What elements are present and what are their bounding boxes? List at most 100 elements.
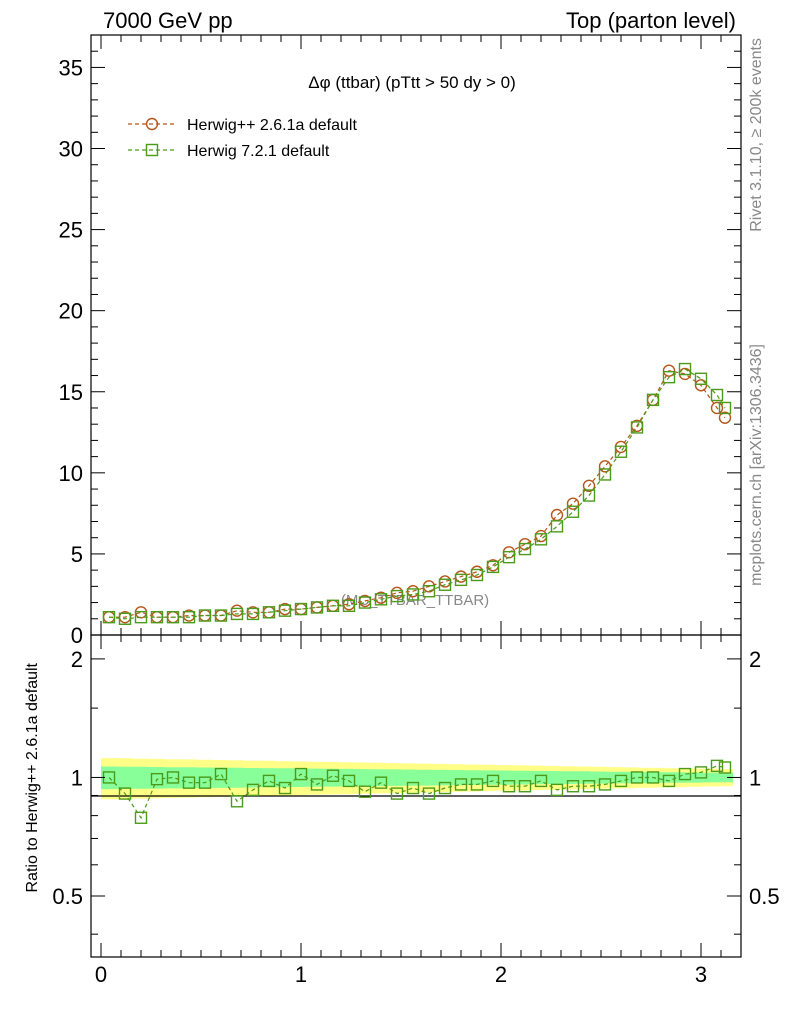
point-1-14 <box>326 599 340 613</box>
point-1-4 <box>166 610 180 624</box>
point-1-22 <box>454 573 468 587</box>
point-1-33 <box>630 421 644 434</box>
header-left: 7000 GeV pp <box>103 8 233 33</box>
ratio-point-3 <box>150 772 164 786</box>
point-0-39 <box>718 411 732 424</box>
ratio-point-34 <box>646 771 660 784</box>
ratio-point-5 <box>182 776 196 789</box>
point-0-35 <box>662 364 676 377</box>
series-line-0 <box>109 370 726 618</box>
point-1-38 <box>710 388 724 402</box>
ratio-point-21 <box>438 781 452 795</box>
point-1-8 <box>230 607 244 621</box>
ratio-point-22 <box>454 778 468 791</box>
x-tick-label-1: 1 <box>295 962 307 987</box>
point-1-24 <box>486 560 500 574</box>
ratio-tick-label-2: 2 <box>71 647 83 672</box>
header-right: Top (parton level) <box>566 8 736 33</box>
ratio-point-17 <box>374 776 388 789</box>
ratio-point-31 <box>598 778 612 791</box>
ratio-point-13 <box>310 778 324 791</box>
ratio-point-29 <box>566 780 580 793</box>
ratio-tick-label-1: 1 <box>71 765 83 790</box>
point-1-21 <box>438 578 452 591</box>
y-tick-label-6: 30 <box>59 137 83 162</box>
y-tick-label-5: 25 <box>59 218 83 243</box>
mcplots-label: mcplots.cern.ch [arXiv:1306.3436] <box>748 344 765 586</box>
ratio-x-ticks: 0 1 2 3 <box>95 635 742 987</box>
point-1-11 <box>278 604 292 617</box>
ratio-point-4 <box>166 771 180 784</box>
ratio-point-11 <box>278 781 292 795</box>
point-1-12 <box>294 602 308 616</box>
main-y-ticks: 0 5 10 15 20 25 30 35 <box>59 50 741 648</box>
point-1-32 <box>614 445 628 458</box>
ratio-y-label: Ratio to Herwig++ 2.6.1a default <box>24 662 41 892</box>
point-1-17 <box>374 593 388 606</box>
ratio-band-inner <box>101 766 733 790</box>
ratio-point-37 <box>694 766 708 779</box>
legend-label-0: Herwig++ 2.6.1a default <box>187 117 357 134</box>
point-1-23 <box>470 568 484 582</box>
ratio-point-7 <box>214 767 228 781</box>
ratio-point-12 <box>294 767 308 781</box>
point-0-31 <box>598 460 612 473</box>
point-0-28 <box>550 508 564 522</box>
point-1-30 <box>582 489 596 502</box>
point-1-15 <box>342 599 356 613</box>
point-1-9 <box>246 607 260 621</box>
ratio-point-1 <box>118 787 132 800</box>
chart-title: Δφ (ttbar) (pTtt > 50 dy > 0) <box>308 73 516 92</box>
point-1-13 <box>310 601 324 614</box>
point-1-1 <box>118 612 132 625</box>
y-tick-label-3: 15 <box>59 380 83 405</box>
point-1-6 <box>198 609 212 622</box>
ratio-point-36 <box>678 767 692 781</box>
point-1-16 <box>358 596 372 609</box>
ratio-point-10 <box>262 774 276 788</box>
point-1-31 <box>598 468 612 481</box>
point-0-30 <box>582 479 596 493</box>
point-1-18 <box>390 589 404 603</box>
legend-marker-0 <box>145 117 159 131</box>
ratio-point-26 <box>518 780 532 793</box>
point-1-26 <box>518 542 532 556</box>
ratio-point-32 <box>614 774 628 788</box>
y-tick-label-2: 10 <box>59 461 83 486</box>
ratio-point-2 <box>134 811 148 824</box>
ratio-point-30 <box>582 780 596 793</box>
ratio-point-6 <box>198 776 212 789</box>
point-1-34 <box>646 393 660 407</box>
point-1-7 <box>214 609 228 622</box>
y-tick-label-1: 5 <box>71 542 83 567</box>
ratio-point-38 <box>710 759 724 773</box>
rivet-label: Rivet 3.1.10, ≥ 200k events <box>748 38 765 232</box>
ratio-point-8 <box>230 795 244 808</box>
y-tick-label-7: 35 <box>59 55 83 80</box>
point-1-29 <box>566 505 580 518</box>
ratio-point-15 <box>342 774 356 788</box>
point-1-28 <box>550 520 564 533</box>
point-1-27 <box>534 533 548 546</box>
ratio-point-24 <box>486 774 500 788</box>
point-0-38 <box>710 401 724 415</box>
y-tick-label-0: 0 <box>71 623 83 648</box>
legend: Herwig++ 2.6.1a default Herwig 7.2.1 def… <box>128 117 357 160</box>
ratio-point-18 <box>390 787 404 800</box>
point-0-37 <box>694 379 708 392</box>
x-tick-label-2: 2 <box>495 962 507 987</box>
x-tick-label-3: 3 <box>695 962 707 987</box>
ratio-point-14 <box>326 769 340 782</box>
y-tick-label-4: 20 <box>59 299 83 324</box>
series-line-1 <box>108 368 726 620</box>
ratio-point-23 <box>470 778 484 791</box>
point-1-5 <box>182 610 196 624</box>
ratio-point-33 <box>630 771 644 784</box>
ratio-series <box>102 759 732 824</box>
ratio-point-25 <box>502 780 516 793</box>
point-1-19 <box>406 588 420 601</box>
ratio-point-19 <box>406 781 420 795</box>
legend-marker-1 <box>145 143 159 157</box>
main-plot: 0 5 10 15 20 25 30 35 Δφ (ttbar) (pTtt > 50 dy … <box>59 34 742 648</box>
